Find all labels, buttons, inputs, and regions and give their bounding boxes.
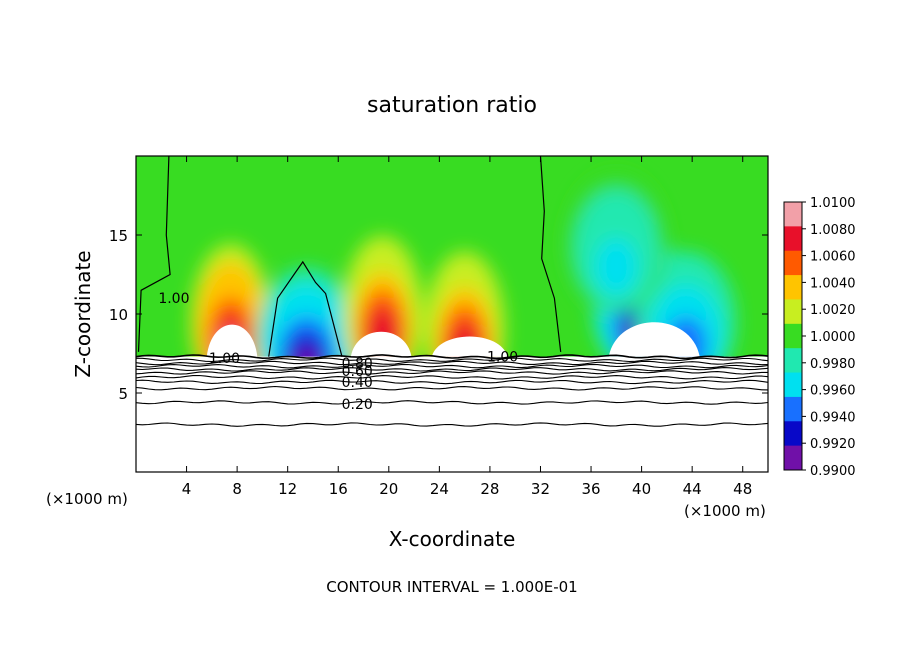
x-tick-label: 4: [182, 480, 192, 498]
svg-text:1.00: 1.00: [209, 351, 240, 367]
y-axis: 5 10 15: [109, 227, 768, 403]
colorbar-swatch: [784, 348, 802, 374]
contour-label: 0.60: [342, 364, 373, 380]
x-unit-right: (×1000 m): [684, 502, 766, 520]
colorbar-label: 0.9940: [810, 410, 856, 425]
contour-line: [539, 156, 562, 352]
contour-label: 0.40: [342, 375, 373, 391]
field-ring: [602, 254, 630, 292]
colorbar-label: 0.9900: [810, 464, 856, 479]
colorbar-swatch: [784, 275, 802, 300]
colorbar-label: 1.0000: [810, 330, 856, 345]
subsaturated-region: [136, 356, 768, 472]
x-axis-label: X-coordinate: [389, 527, 516, 551]
cloud-core-holes: [206, 322, 700, 357]
contour-labels: 1.00 1.00 1.00 0.800.600.40 0.20: [158, 291, 518, 413]
x-tick-label: 48: [733, 480, 752, 498]
contour-line: [136, 374, 768, 380]
contour-label: 1.00: [158, 291, 189, 307]
x-tick-label: 24: [430, 480, 449, 498]
contour-line: [136, 360, 768, 366]
colorbar-label: 1.0060: [810, 250, 856, 265]
colorbar-label: 1.0020: [810, 303, 856, 318]
x-axis: 4 8 12 16 20 24 28 32 36 40 44 48: [182, 156, 752, 498]
x-tick-label: 28: [480, 480, 499, 498]
contour-line: [136, 385, 768, 391]
colorbar-label: 1.0100: [810, 196, 856, 211]
colorbar-label: 1.0040: [810, 276, 856, 291]
svg-text:0.60: 0.60: [342, 364, 373, 380]
x-tick-label: 32: [531, 480, 550, 498]
x-tick-label: 20: [379, 480, 398, 498]
contour-line: [137, 156, 171, 352]
contour-label: 0.20: [342, 397, 373, 413]
y-tick-label: 5: [118, 385, 128, 403]
colorbar-swatch: [784, 202, 802, 227]
x-tick-label: 16: [329, 480, 348, 498]
field-hotspot: [566, 172, 667, 313]
colorbar-label: 0.9920: [810, 437, 856, 452]
contour-line: [136, 379, 768, 385]
colorbar-label: 0.9960: [810, 384, 856, 399]
colorbar-swatch: [784, 226, 802, 252]
contour-line: [268, 260, 343, 357]
colorbar: 1.0100 1.0080 1.0060 1.0040 1.0020 1.0000 0.99…: [783, 196, 856, 479]
colorbar-label: 1.0080: [810, 223, 856, 238]
y-tick-label: 15: [109, 227, 128, 245]
chart-title: saturation ratio: [367, 93, 537, 118]
contour-line: [136, 363, 768, 369]
x-tick-label: 36: [581, 480, 600, 498]
colorbar-swatch: [784, 372, 802, 398]
colorbar-swatch: [784, 250, 802, 276]
colorbar-swatch: [784, 445, 802, 471]
x-tick-label: 12: [278, 480, 297, 498]
colorbar-label: 0.9980: [810, 357, 856, 372]
colorbar-swatch: [784, 421, 802, 447]
plot-area: 1.00 1.00 1.00 0.800.600.40 0.20: [135, 155, 769, 473]
contour-line: [136, 357, 768, 363]
contour-interval-note: CONTOUR INTERVAL = 1.000E-01: [326, 578, 577, 596]
contour-line: [136, 400, 768, 405]
y-tick-label: 10: [109, 306, 128, 324]
contour-line: [136, 367, 768, 372]
svg-text:1.00: 1.00: [487, 350, 518, 366]
colorbar-swatch: [784, 396, 802, 422]
contour-line: [136, 370, 768, 375]
colorbar-swatch: [784, 323, 802, 349]
x-tick-label: 40: [632, 480, 651, 498]
contour-line: [136, 422, 768, 427]
svg-text:0.80: 0.80: [342, 356, 373, 372]
x-tick-label: 44: [683, 480, 702, 498]
contour-label: 0.80: [342, 356, 373, 372]
colorbar-swatch: [784, 299, 802, 325]
svg-text:1.00: 1.00: [158, 291, 189, 307]
x-tick-label: 8: [232, 480, 242, 498]
contour-lines: [136, 156, 768, 427]
x-unit-left: (×1000 m): [46, 490, 128, 508]
contour-line: [136, 354, 768, 360]
contour-label: 1.00: [487, 350, 518, 366]
svg-text:0.40: 0.40: [342, 375, 373, 391]
y-axis-label: Z-coordinate: [71, 250, 95, 377]
contour-label: 1.00: [209, 351, 240, 367]
svg-text:0.20: 0.20: [342, 397, 373, 413]
